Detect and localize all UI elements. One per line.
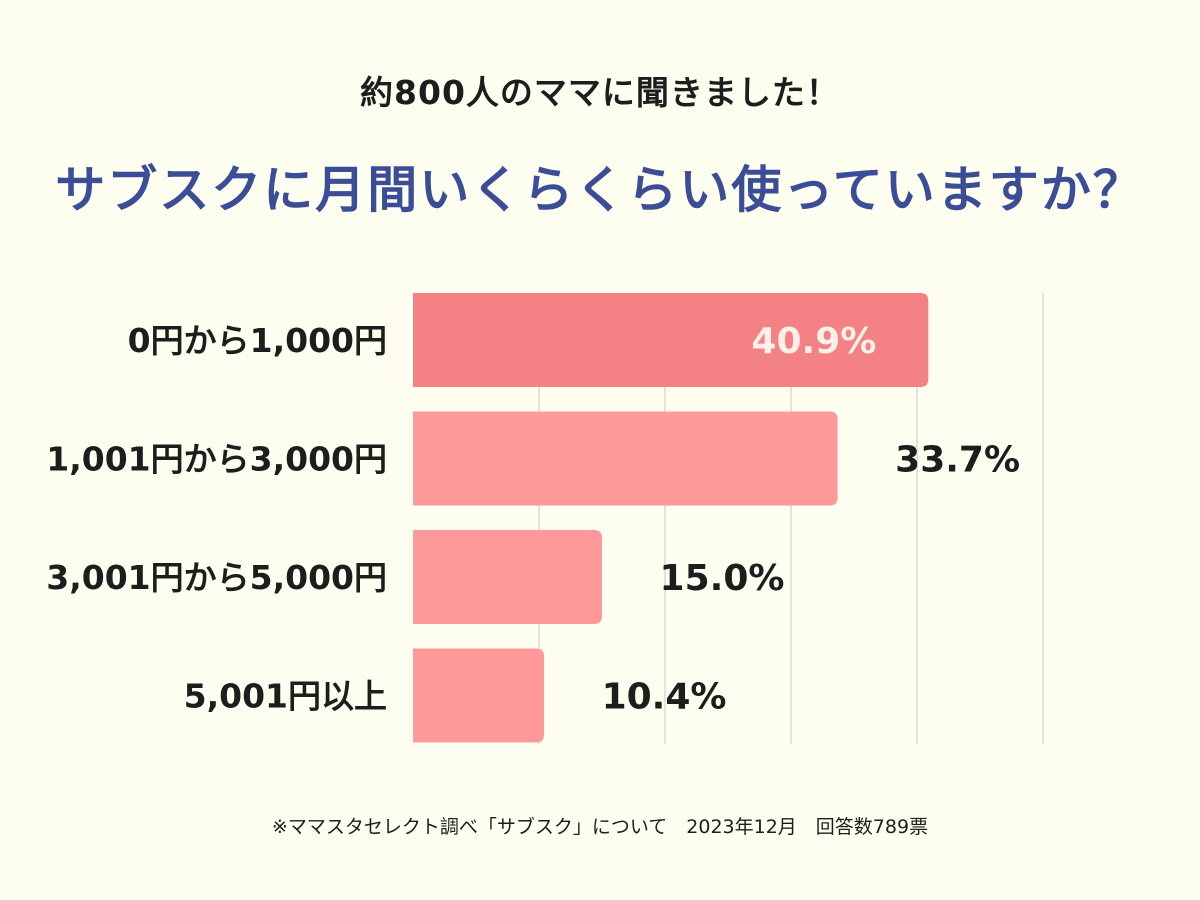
bar [413, 293, 929, 387]
data-label: 40.9% [751, 321, 876, 362]
category-label: 1,001円から3,000円 [46, 440, 387, 479]
bar [413, 648, 545, 743]
bar [413, 411, 838, 506]
category-label: 5,001円以上 [184, 677, 387, 716]
data-label: 15.0% [660, 558, 785, 599]
chart-title: サブスクに月間いくらくらい使っていますか？ [55, 161, 1145, 219]
labels: 0円から1,000円 40.9% 1,001円から3,000円 33.7% 3,001円… [46, 321, 1020, 718]
category-label: 3,001円から5,000円 [46, 558, 387, 597]
category-label: 0円から1,000円 [128, 321, 387, 360]
bar [413, 530, 602, 624]
data-label: 33.7% [895, 440, 1020, 481]
source-footnote: ※ママスタセレクト調べ「サブスク」について 2023年12月 回答数789票 [271, 816, 929, 838]
bars [413, 293, 929, 743]
data-label: 10.4% [602, 677, 727, 718]
chart-subtitle: 約800人のママに聞きました！ [360, 73, 840, 112]
